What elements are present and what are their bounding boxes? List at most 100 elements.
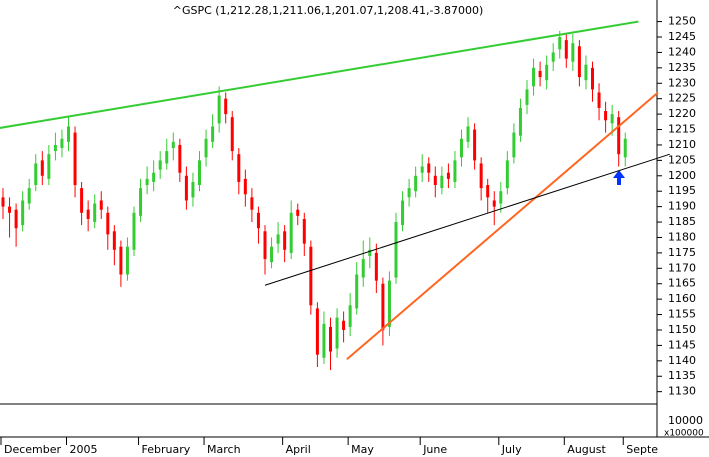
y-tick-label: 1150 [668,323,696,336]
candle-body [597,92,601,108]
candle-body [486,185,490,198]
y-tick-label: 1245 [668,30,696,43]
candle-body [217,95,221,124]
candle-body [551,52,555,62]
candle-body [394,222,398,278]
x-tick-label: July [501,443,522,456]
candle-body [302,218,306,244]
candle-body [460,138,463,158]
y-tick-label: 1250 [668,15,696,28]
candle-body [407,188,411,198]
candle-body [479,163,483,189]
x-tick-label: April [286,443,311,456]
candle-body [342,320,346,330]
candle-body [250,197,254,210]
chart-title: ^GSPC (1,212.28,1,211.06,1,201.07,1,208.… [173,4,484,17]
x-tick-label: May [351,443,374,456]
trend-line [346,91,659,361]
x-tick-label: December [4,443,62,456]
candle-body [433,175,437,186]
candle-body [171,141,175,149]
candle-body [335,317,339,349]
candle-body [414,175,418,192]
candle-body [27,188,31,204]
candle-body [106,212,110,235]
y-tick-label: 1130 [668,385,696,398]
candle-body [584,64,588,81]
candle-body [21,200,25,226]
x-tick-label: 2005 [70,443,98,456]
candle-body [47,154,51,179]
y-tick-label: 1205 [668,153,696,166]
candle-body [329,326,332,352]
candle-body [538,70,542,78]
candle-body [119,246,123,275]
candle-body [545,64,549,81]
candle-body [591,67,594,90]
candle-body [237,154,241,182]
y-tick-label: 1185 [668,215,696,228]
candle-body [53,144,57,152]
candle-body [564,40,568,59]
y-tick-label: 1230 [668,76,696,89]
candle-body [387,280,391,327]
y-tick-label: 1190 [668,200,696,213]
candle-body [512,132,516,158]
y-tick-label: 1165 [668,277,696,290]
candle-body [80,188,84,213]
candle-body [401,200,405,226]
candle-body [198,160,201,186]
candle-body [93,203,97,223]
y-tick-label: 1170 [668,261,696,274]
trend-line [264,153,670,286]
x-tick-label: February [142,443,191,456]
candle-body [125,246,129,275]
candle-body [453,160,457,182]
x-tick-label: Septe [626,443,658,456]
candle-body [374,252,378,281]
x-tick-label: June [422,443,447,456]
candle-body [283,231,287,250]
candle-body [132,212,136,250]
candle-body [289,212,293,253]
y-tick-label: 1220 [668,107,696,120]
candle-body [617,117,621,155]
candle-body [34,163,38,186]
candle-body [256,212,260,229]
trend-line [0,20,639,129]
y-tick-label: 1195 [668,184,696,197]
candle-body [184,175,188,201]
candle-body [14,209,18,229]
candle-body [427,163,431,173]
candle-body [99,200,103,210]
candle-body [322,323,326,358]
candle-body [309,246,313,306]
candle-body [492,200,496,207]
candle-body [165,151,169,164]
candle-body [473,129,477,161]
candle-body [577,46,581,78]
volume-label: 10000 [668,414,703,427]
candle-body [348,305,352,327]
candle-body [145,178,149,186]
candle-body [525,89,529,105]
candle-body [558,37,562,50]
candle-body [355,274,359,309]
candle-body [499,191,503,204]
candle-body [466,126,470,142]
candle-body [191,181,195,198]
candle-body [263,231,267,260]
candle-body [204,138,208,158]
candle-body [40,160,44,176]
candle-body [296,209,300,216]
y-tick-label: 1155 [668,308,696,321]
candle-body [243,178,247,195]
candle-body [8,206,12,213]
candle-body [139,188,143,216]
volume-unit: x100000 [664,429,704,439]
y-tick-label: 1140 [668,354,696,367]
x-tick-label: March [207,443,241,456]
candle-body [381,283,385,330]
candle-body [276,234,280,244]
